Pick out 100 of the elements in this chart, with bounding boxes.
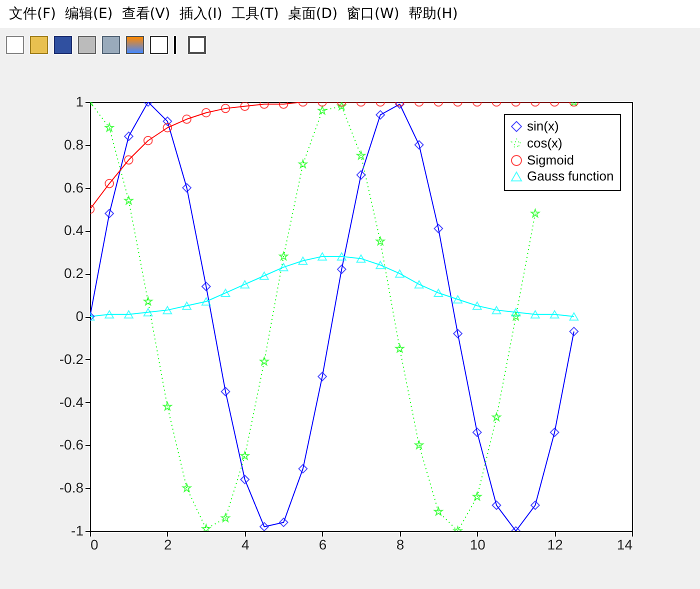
point (278, 518, 288, 528)
point (162, 402, 172, 410)
legend-label: Gauss function (527, 168, 614, 184)
y-tick-label: 1 (76, 94, 84, 110)
point (434, 224, 444, 234)
point (395, 269, 404, 278)
y-tick-label: -0.8 (59, 480, 84, 496)
point (260, 272, 269, 280)
point (414, 280, 424, 288)
point (221, 513, 230, 522)
point (220, 104, 230, 114)
y-tick-label: 0.6 (64, 179, 84, 196)
point (336, 252, 346, 261)
point (220, 288, 230, 298)
x-tick-label: 4 (241, 536, 250, 552)
point (104, 123, 114, 132)
point (240, 280, 250, 288)
x-tick-label: 8 (396, 536, 404, 552)
y-tick-label: 0.8 (64, 136, 84, 152)
point (434, 507, 443, 516)
x-tick-label: 12 (547, 536, 564, 552)
point (336, 264, 346, 274)
point (182, 183, 192, 192)
point (124, 196, 134, 205)
point (569, 326, 579, 336)
point (298, 256, 308, 265)
point (550, 310, 560, 318)
point (395, 344, 404, 353)
point (318, 252, 327, 261)
y-tick-label: 0.4 (64, 222, 84, 238)
text: 桌面(D) (288, 5, 338, 23)
point (104, 208, 114, 218)
point (201, 108, 211, 118)
y-tick-label: -0.6 (59, 436, 84, 453)
point (453, 328, 462, 338)
point (162, 116, 172, 126)
point (550, 428, 560, 438)
point (260, 522, 269, 531)
point (376, 236, 385, 246)
y-tick-label: 0 (76, 308, 84, 324)
point (201, 297, 211, 306)
point (220, 386, 230, 396)
point (376, 110, 386, 120)
point (511, 312, 520, 320)
point (104, 178, 114, 188)
point (530, 500, 540, 510)
point (279, 252, 288, 260)
y-tick-label: -0.2 (59, 350, 84, 367)
text: 工具(T) (231, 5, 279, 23)
text: 文件(F) (9, 5, 56, 23)
point (278, 263, 288, 272)
legend-label: Sigmoid (527, 152, 574, 168)
x-tick-label: 2 (164, 536, 172, 552)
point (162, 306, 172, 314)
point (182, 114, 192, 124)
point (182, 302, 192, 310)
text: 插入(I) (179, 5, 222, 23)
point (472, 492, 482, 501)
point (511, 308, 521, 316)
point (337, 102, 346, 110)
point (356, 170, 366, 180)
x-tick-label: 6 (318, 536, 327, 552)
point (434, 288, 444, 298)
legend-label: sin(x) (527, 118, 559, 134)
point (530, 208, 540, 218)
point (182, 483, 192, 492)
point (298, 464, 308, 474)
point (240, 451, 250, 460)
y-tick-label: -0.4 (59, 394, 84, 410)
point (569, 312, 579, 321)
y-tick-label: 0.2 (64, 265, 84, 282)
y-tick-label: -1 (71, 522, 84, 538)
text: 帮助(H) (408, 5, 458, 23)
point (124, 132, 134, 142)
point (472, 428, 482, 438)
point (318, 106, 327, 114)
point (492, 306, 502, 314)
point (356, 254, 366, 263)
point (376, 260, 386, 270)
point (472, 302, 482, 310)
point (201, 282, 211, 292)
x-tick-label: 10 (470, 536, 486, 552)
text: 窗口(W) (346, 5, 400, 23)
text: 编辑(E) (64, 5, 113, 23)
legend-label: cos(x) (527, 136, 562, 150)
point (530, 310, 540, 318)
point (124, 155, 134, 165)
point (414, 140, 424, 150)
point (356, 150, 366, 160)
point (240, 102, 250, 111)
point (143, 308, 153, 316)
text: 查看(V) (122, 5, 170, 23)
x-tick-label: 0 (90, 536, 98, 552)
point (104, 310, 114, 318)
point (414, 440, 424, 450)
point (318, 372, 327, 382)
point (298, 160, 308, 168)
point (162, 123, 172, 132)
point (260, 356, 269, 366)
point (240, 474, 250, 484)
